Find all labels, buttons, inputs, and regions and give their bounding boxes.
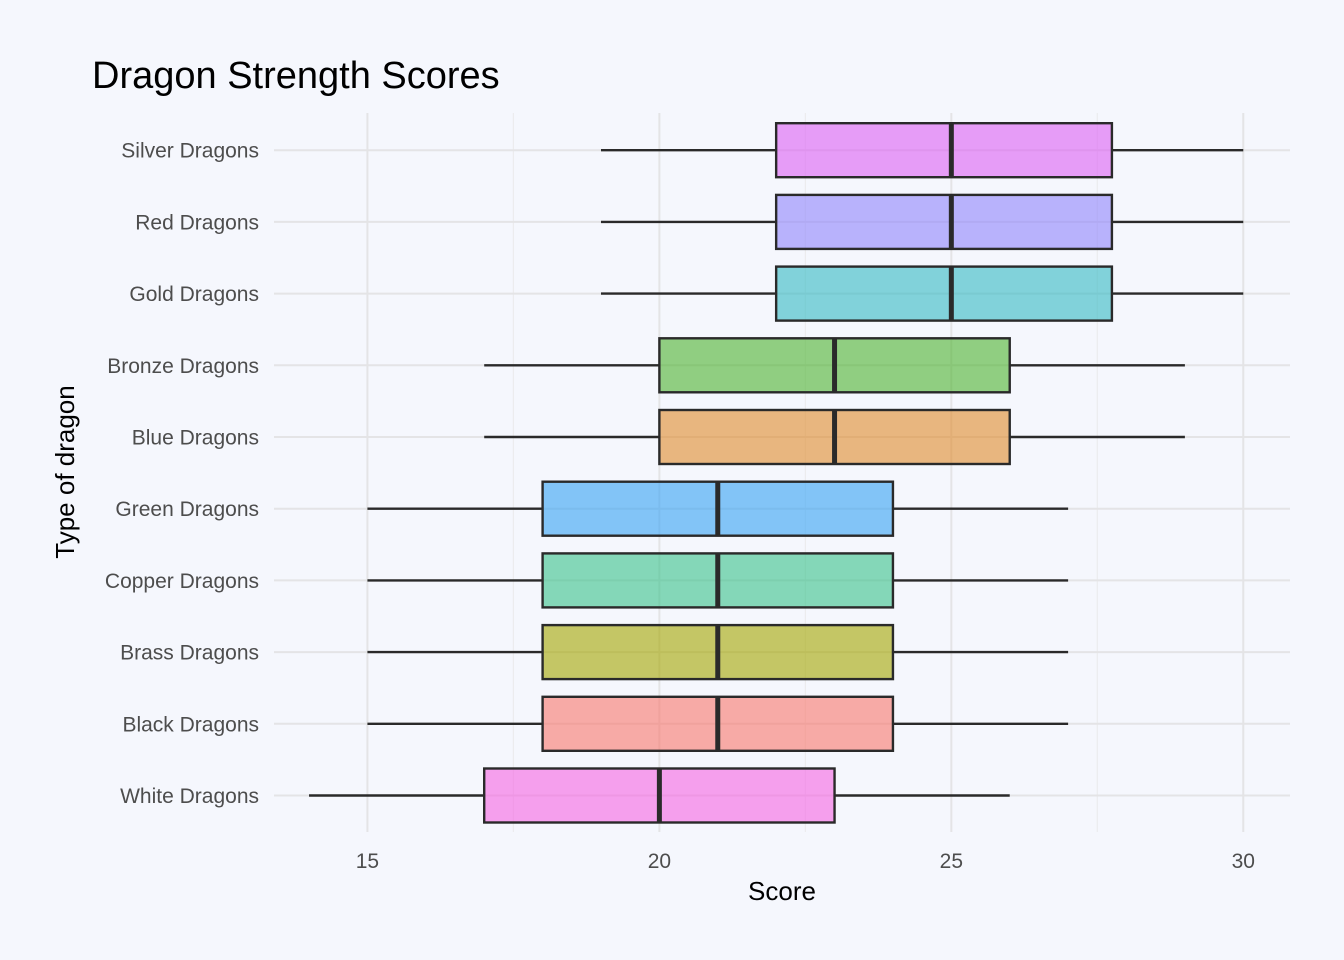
y-tick-label: White Dragons bbox=[120, 785, 259, 808]
x-tick-label: 20 bbox=[648, 850, 671, 873]
box-gold-dragons bbox=[600, 265, 1244, 322]
y-axis-title: Type of dragon bbox=[50, 385, 80, 558]
y-tick-label: Copper Dragons bbox=[105, 570, 259, 593]
y-tick-label: Brass Dragons bbox=[120, 642, 259, 665]
box-black-dragons bbox=[367, 695, 1069, 752]
y-tick-label: Red Dragons bbox=[135, 211, 259, 234]
box-brass-dragons bbox=[367, 623, 1069, 681]
y-axis-tick-labels: White Dragons Black Dragons Brass Dragons C… bbox=[105, 140, 259, 808]
y-tick-label: Black Dragons bbox=[122, 713, 259, 736]
box-bronze-dragons bbox=[484, 337, 1185, 394]
box-white-dragons bbox=[309, 767, 1010, 824]
box-green-dragons bbox=[367, 480, 1069, 537]
box-copper-dragons bbox=[367, 552, 1069, 609]
y-tick-label: Blue Dragons bbox=[132, 427, 259, 450]
y-tick-label: Gold Dragons bbox=[129, 283, 259, 306]
box-red-dragons bbox=[600, 193, 1244, 251]
x-axis-tick-labels: 15 20 25 30 bbox=[356, 850, 1255, 873]
box-iqr bbox=[774, 193, 1114, 251]
y-tick-label: Green Dragons bbox=[115, 498, 259, 521]
box-series bbox=[309, 121, 1244, 824]
box-iqr bbox=[774, 265, 1114, 322]
x-tick-label: 25 bbox=[940, 850, 963, 873]
box-blue-dragons bbox=[484, 408, 1185, 466]
x-tick-label: 30 bbox=[1232, 850, 1255, 873]
chart-title: Dragon Strength Scores bbox=[92, 55, 500, 97]
x-axis-title: Score bbox=[748, 876, 816, 906]
x-tick-label: 15 bbox=[356, 850, 379, 873]
box-silver-dragons bbox=[600, 121, 1244, 179]
y-tick-label: Silver Dragons bbox=[121, 140, 259, 163]
y-tick-label: Bronze Dragons bbox=[107, 355, 259, 378]
box-iqr bbox=[774, 121, 1114, 179]
